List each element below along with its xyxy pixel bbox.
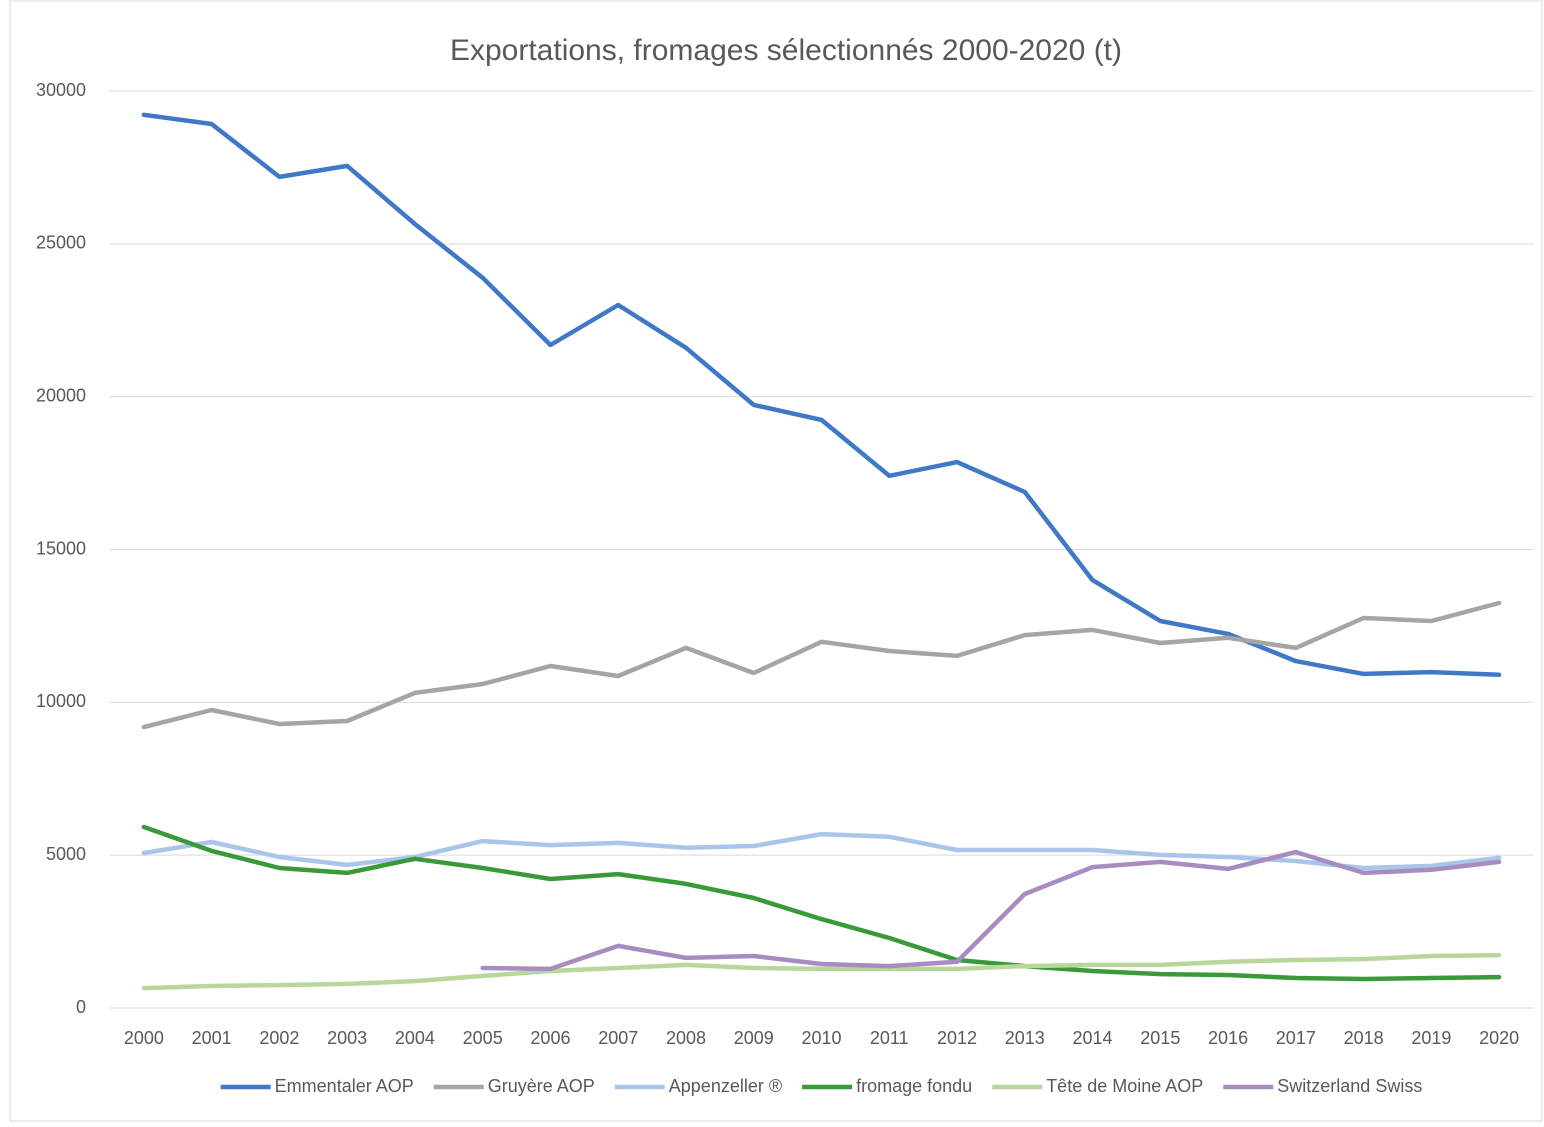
y-tick-label: 25000 <box>36 233 86 253</box>
x-tick-label: 2007 <box>598 1028 638 1048</box>
series-line <box>141 952 1502 991</box>
series-line <box>480 849 1502 972</box>
chart-frame <box>9 0 1543 1122</box>
x-tick-label: 2005 <box>463 1028 503 1048</box>
legend-label: Switzerland Swiss <box>1277 1076 1422 1096</box>
x-tick-label: 2001 <box>192 1028 232 1048</box>
legend-label: Appenzeller ® <box>669 1076 782 1096</box>
x-tick-label: 2011 <box>870 1028 909 1048</box>
series-line <box>141 600 1502 730</box>
legend: Emmentaler AOP Gruyère AOP Appenzeller ® fr… <box>220 1076 1422 1096</box>
x-tick-label: 2004 <box>395 1028 435 1048</box>
x-tick-label: 2015 <box>1140 1028 1180 1048</box>
chart-title: Exportations, fromages sélectionnés 2000… <box>450 34 1122 67</box>
x-tick-label: 2000 <box>124 1028 164 1048</box>
series-line <box>141 824 1502 982</box>
legend-label: fromage fondu <box>856 1076 972 1096</box>
series-line <box>141 112 1502 678</box>
legend-label: Tête de Moine AOP <box>1046 1076 1203 1096</box>
x-tick-label: 2020 <box>1479 1028 1519 1048</box>
x-tick-label: 2008 <box>666 1028 706 1048</box>
x-tick-label: 2003 <box>327 1028 367 1048</box>
x-tick-label: 2009 <box>734 1028 774 1048</box>
x-tick-label: 2014 <box>1073 1028 1113 1048</box>
legend-label: Emmentaler AOP <box>275 1076 414 1096</box>
legend-label: Gruyère AOP <box>488 1076 595 1096</box>
x-tick-label: 2017 <box>1276 1028 1316 1048</box>
x-tick-label: 2016 <box>1208 1028 1248 1048</box>
x-tick-label: 2013 <box>1005 1028 1045 1048</box>
x-tick-label: 2002 <box>259 1028 299 1048</box>
y-tick-label: 15000 <box>36 538 86 558</box>
x-tick-label: 2012 <box>937 1028 977 1048</box>
x-tick-label: 2010 <box>801 1028 841 1048</box>
x-tick-label: 2019 <box>1411 1028 1451 1048</box>
y-tick-label: 0 <box>76 997 86 1017</box>
y-tick-label: 10000 <box>36 691 86 711</box>
x-tick-label: 2006 <box>530 1028 570 1048</box>
x-tick-label: 2018 <box>1344 1028 1384 1048</box>
y-tick-label: 30000 <box>36 80 86 100</box>
y-tick-label: 20000 <box>36 385 86 405</box>
y-tick-label: 5000 <box>46 844 86 864</box>
